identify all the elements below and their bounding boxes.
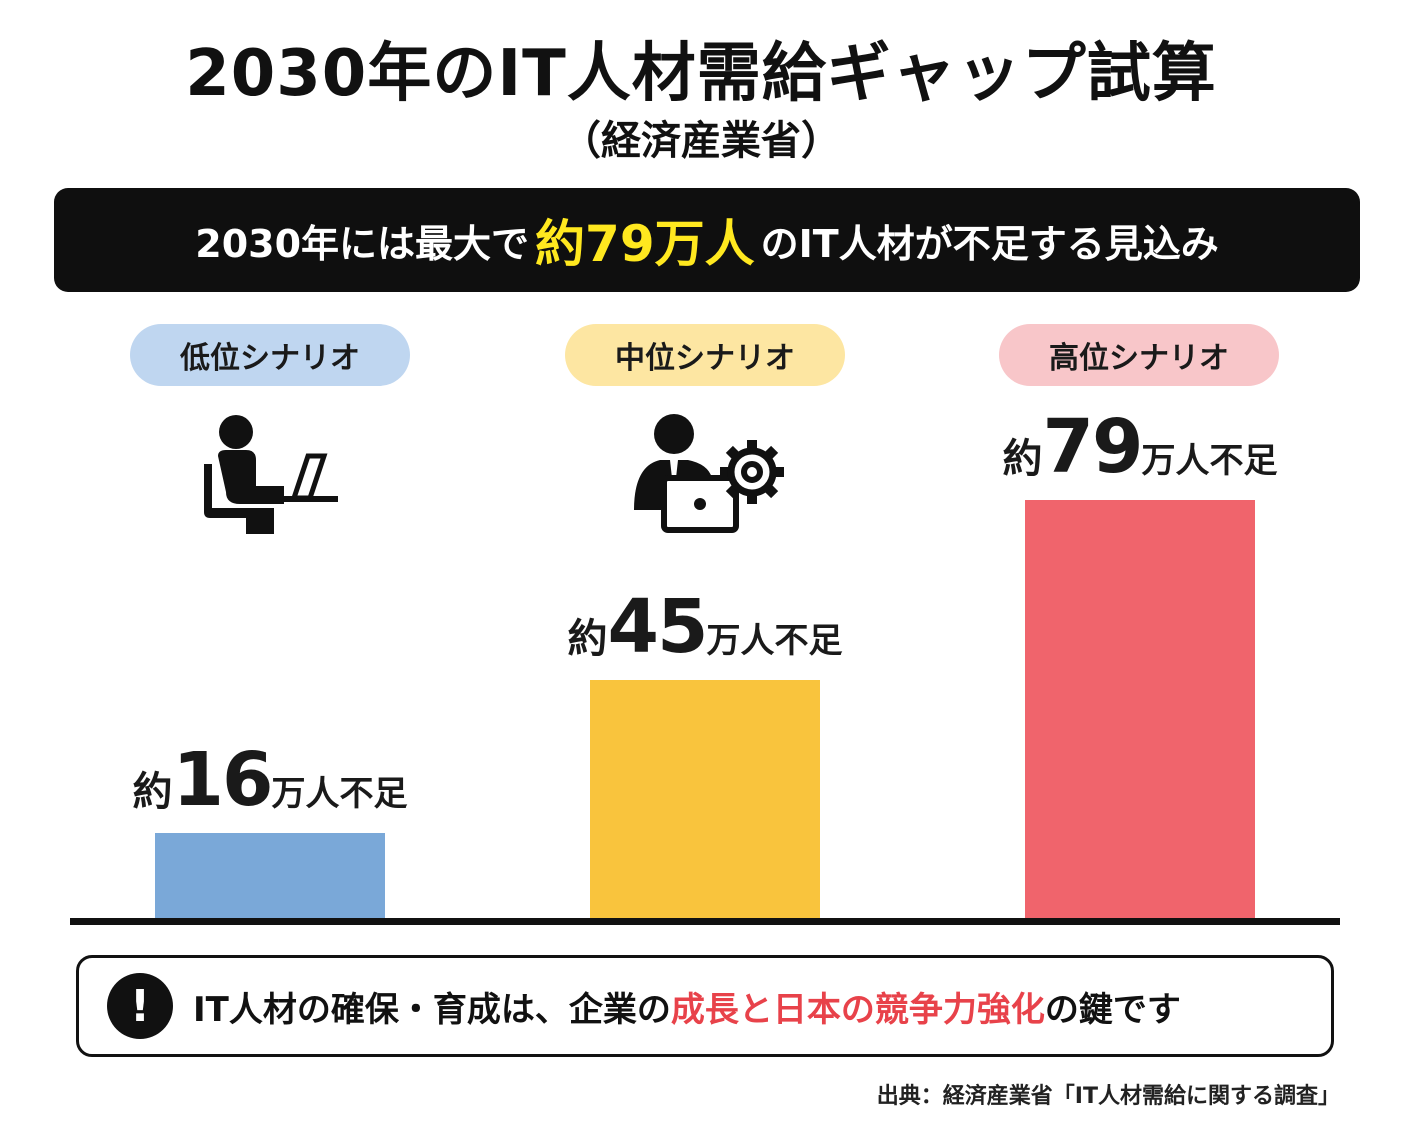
key-message-box: ! IT人材の確保・育成は、企業の 成長と日本の競争力強化 の鍵です: [76, 955, 1334, 1057]
value-label-low: 約16万人不足: [60, 737, 480, 823]
value-label-number: 79: [1042, 404, 1144, 490]
value-label-suffix: 万人不足: [271, 774, 408, 814]
person-at-laptop-icon: [204, 415, 338, 534]
chart-subtitle: （経済産業省）: [561, 118, 841, 164]
bar-high-scenario: [1025, 500, 1255, 918]
banner-highlight: 約79万人: [535, 215, 755, 273]
scenario-pill-high: 高位シナリオ: [999, 324, 1279, 386]
exclamation-icon: !: [107, 973, 173, 1039]
banner-suffix: のIT人材が不足する見込み: [760, 221, 1219, 266]
value-label-prefix: 約: [1002, 436, 1043, 482]
businessman-gear-laptop-icon: [634, 414, 784, 533]
value-label-number: 16: [172, 737, 274, 823]
chart-title: 2030年のIT人材需給ギャップ試算: [185, 37, 1217, 111]
note-highlight: 成長と日本の競争力強化: [670, 989, 1045, 1030]
bar-mid-scenario: [590, 680, 820, 918]
value-label-suffix: 万人不足: [1141, 441, 1278, 481]
scenario-pill-low: 低位シナリオ: [130, 324, 410, 386]
value-label-suffix: 万人不足: [706, 621, 843, 661]
value-label-number: 45: [607, 584, 709, 670]
scenario-pill-mid: 中位シナリオ: [565, 324, 845, 386]
value-label-prefix: 約: [567, 616, 608, 662]
source-citation: 出典：経済産業省「IT人材需給に関する調査」: [876, 1084, 1340, 1109]
note-text-part2: の鍵です: [1044, 989, 1181, 1030]
value-label-high: 約79万人不足: [930, 404, 1350, 490]
headline-banner: 2030年には最大で 約79万人 のIT人材が不足する見込み: [54, 188, 1360, 292]
bar-low-scenario: [155, 833, 385, 918]
chart-baseline: [70, 918, 1340, 925]
value-label-prefix: 約: [132, 769, 173, 815]
banner-prefix: 2030年には最大で: [195, 221, 530, 266]
note-text-part1: IT人材の確保・育成は、企業の: [193, 989, 671, 1030]
value-label-mid: 約45万人不足: [495, 584, 915, 670]
